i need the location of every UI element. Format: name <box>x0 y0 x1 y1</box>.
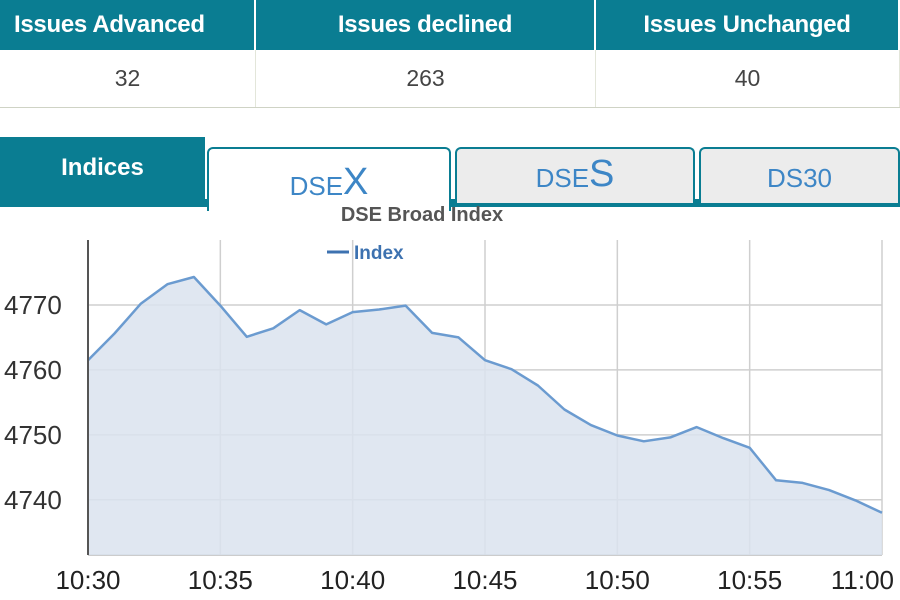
y-tick-label: 4740 <box>4 485 62 515</box>
x-tick-label: 10:55 <box>717 565 782 595</box>
tab-dses-letter: S <box>589 152 615 195</box>
legend-label-index: Index <box>354 243 404 264</box>
x-tick-label: 10:35 <box>188 565 253 595</box>
tab-dses[interactable]: DSE S <box>455 147 695 203</box>
chart-legend: Index <box>327 243 404 264</box>
x-tick-label: 11:00 <box>831 565 894 595</box>
y-tick-label: 4750 <box>4 420 62 450</box>
index-area-fill <box>88 277 882 555</box>
tab-dsex-letter: X <box>343 160 369 203</box>
issues-summary-table: Issues Advanced Issues declined Issues U… <box>0 0 900 108</box>
x-tick-label: 10:30 <box>55 565 120 595</box>
tab-dsex[interactable]: DSE X <box>207 147 451 211</box>
y-tick-label: 4760 <box>4 355 62 385</box>
tab-dses-prefix: DSE <box>535 163 590 193</box>
tab-dsex-prefix: DSE <box>289 171 344 201</box>
x-tick-label: 10:40 <box>320 565 385 595</box>
value-issues-unchanged: 40 <box>596 50 900 107</box>
issues-header-row: Issues Advanced Issues declined Issues U… <box>0 0 900 50</box>
header-issues-unchanged: Issues Unchanged <box>596 0 900 50</box>
y-tick-label: 4770 <box>4 290 62 320</box>
tab-ds30-label: DS30 <box>766 163 833 193</box>
value-issues-declined: 263 <box>256 50 596 107</box>
tab-ds30[interactable]: DS30 <box>699 147 900 203</box>
value-issues-advanced: 32 <box>0 50 256 107</box>
y-tick-labels: 4740 4750 4760 4770 <box>4 290 62 515</box>
issues-value-row: 32 263 40 <box>0 50 900 108</box>
index-series-line <box>87 275 883 514</box>
index-tab-bar: Indices DSE X DSE S DS30 <box>0 137 900 211</box>
x-tick-label: 10:50 <box>585 565 650 595</box>
chart-title: DSE Broad Index <box>341 204 503 226</box>
header-issues-declined: Issues declined <box>256 0 596 50</box>
header-issues-advanced: Issues Advanced <box>0 0 256 50</box>
x-tick-labels: 10:30 10:35 10:40 10:45 10:50 10:55 11:00 <box>55 565 894 595</box>
indices-label: Indices <box>0 137 205 199</box>
x-tick-label: 10:45 <box>452 565 517 595</box>
